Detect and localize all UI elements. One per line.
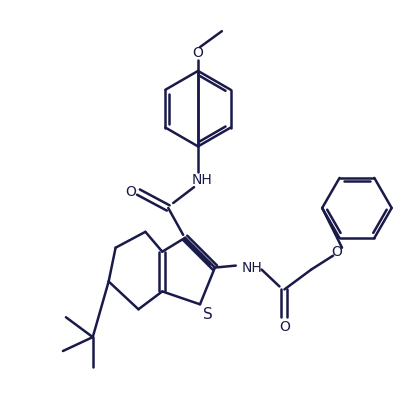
Text: O: O <box>125 185 136 199</box>
Text: O: O <box>193 46 204 60</box>
Text: NH: NH <box>241 261 262 275</box>
Text: O: O <box>279 320 290 334</box>
Text: O: O <box>332 245 343 259</box>
Text: S: S <box>203 307 213 322</box>
Text: NH: NH <box>191 173 212 187</box>
